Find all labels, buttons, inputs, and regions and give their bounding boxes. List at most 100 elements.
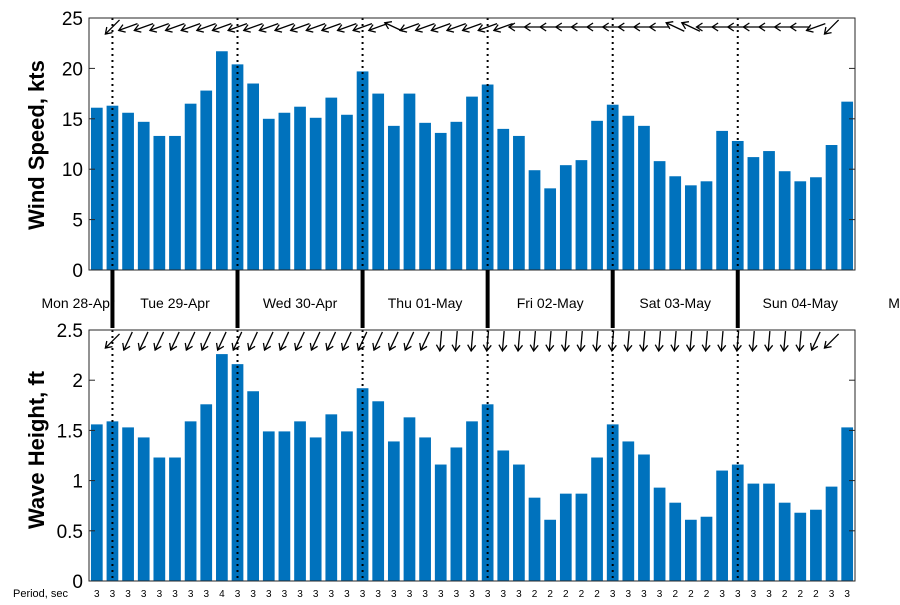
wind-arrow-wsw [305, 22, 326, 33]
wave-arrow-ssw [294, 331, 305, 352]
period-value: 3 [157, 589, 163, 600]
wave-height-bar [450, 447, 463, 581]
wave-arrow-s [685, 330, 696, 353]
wave-arrow-ssw [184, 331, 196, 352]
wind-arrow-wsw [398, 22, 420, 33]
wave-arrow-ssw [356, 331, 368, 352]
wind-speed-bar [450, 121, 463, 270]
wave-height-bar [419, 437, 431, 581]
wind-speed-ytick-label: 20 [62, 59, 83, 80]
wave-height-bar [778, 502, 791, 581]
wave-arrow-s [529, 330, 539, 353]
wind-arrow-wsw [805, 22, 826, 33]
wave-height-bar [262, 431, 275, 581]
wind-arrow-wsw [273, 22, 295, 33]
wave-height-bar [497, 450, 510, 581]
wave-arrow-s [732, 330, 742, 353]
wind-speed-bar [559, 165, 572, 270]
wind-speed-axis-label: Wind Speed, kts [24, 60, 49, 230]
day-label: Tue 29-Apr [140, 295, 210, 311]
wind-arrow-w [789, 22, 811, 32]
wave-arrow-ssw [325, 331, 337, 352]
period-value: 3 [125, 589, 131, 600]
wave-arrow-s [623, 330, 633, 353]
day-label: Thu 01-May [388, 295, 463, 311]
wind-speed-bar [169, 135, 181, 270]
wind-speed-plot: 0 5 10 15 20 25 [62, 9, 856, 282]
period-value: 3 [454, 589, 460, 600]
wave-height-bar [341, 431, 353, 581]
period-value: 3 [610, 589, 616, 600]
period-value: 3 [391, 589, 397, 600]
wind-speed-bar [325, 97, 338, 270]
period-value: 3 [360, 589, 366, 600]
wind-arrow-wsw [211, 22, 232, 33]
wind-arrow-wsw [258, 22, 279, 33]
wind-speed-bar [278, 112, 291, 270]
wave-height-bar [606, 424, 619, 581]
wave-arrow-s [545, 330, 555, 353]
wave-arrow-ssw [215, 331, 227, 352]
wind-speed-bar [137, 121, 150, 270]
wave-arrow-s [607, 330, 617, 353]
wind-arrow-nw [665, 21, 685, 32]
wind-speed-bar [528, 170, 541, 270]
period-value: 2 [547, 589, 553, 600]
wave-arrow-s [701, 330, 711, 353]
wave-arrow-sw [104, 333, 120, 349]
wind-speed-axes-box [88, 17, 856, 271]
period-value: 3 [172, 589, 178, 600]
wave-arrow-s [717, 330, 727, 353]
wind-arrow-wsw [180, 22, 201, 33]
wind-arrow-wsw [227, 22, 248, 33]
wave-arrow-s [482, 330, 492, 353]
wave-arrow-s [435, 330, 445, 353]
wind-speed-bar [841, 101, 854, 270]
wave-arrow-ssw [309, 331, 321, 352]
period-value: 2 [594, 589, 600, 600]
wave-height-ytick-label: 2 [72, 371, 83, 392]
period-value: 4 [219, 589, 225, 600]
wave-height-bar [591, 457, 603, 581]
wave-height-bar [513, 464, 525, 581]
wind-arrow-wsw [414, 22, 435, 33]
wind-arrow-wsw [117, 22, 138, 33]
period-value: 3 [94, 589, 100, 600]
day-labels-band: Mon 28-Apr Tue 29-Apr Wed 30-Apr Thu 01-May… [41, 270, 900, 328]
period-value: 2 [782, 589, 788, 600]
wave-arrow-ssw [372, 331, 384, 352]
wave-height-bar [309, 437, 322, 581]
wave-arrow-s [654, 330, 664, 353]
wind-speed-bar [575, 160, 588, 270]
wind-speed-bar [466, 96, 478, 271]
wave-height-bar [841, 427, 854, 581]
wave-arrow-s [451, 330, 461, 353]
period-value: 3 [297, 589, 303, 600]
wave-arrow-ssw [387, 331, 399, 352]
wave-height-bar [669, 502, 682, 581]
wave-arrow-s [639, 330, 649, 353]
wind-arrow-wsw [367, 22, 388, 33]
wind-speed-bar [153, 135, 166, 270]
period-value: 2 [813, 589, 819, 600]
period-value: 3 [469, 589, 475, 600]
wind-speed-bar [669, 176, 682, 270]
wave-height-bar [122, 427, 134, 581]
wave-height-bar [200, 404, 213, 581]
period-value: 3 [203, 589, 209, 600]
wave-arrow-s [779, 330, 789, 353]
wind-speed-bar [684, 185, 697, 270]
wind-speed-bar [638, 125, 650, 270]
wave-arrow-s [560, 330, 570, 353]
wind-speed-ytick-label: 0 [72, 261, 83, 282]
wind-speed-bar [309, 117, 322, 270]
wind-arrow-wsw [336, 22, 357, 33]
wave-arrow-ssw [403, 331, 415, 352]
wave-height-bar [169, 457, 181, 581]
period-value: 3 [407, 589, 413, 600]
wind-speed-bar [778, 171, 791, 270]
wave-height-bar [90, 424, 103, 581]
wind-arrow-wsw [195, 22, 216, 33]
wave-height-plot: 0 0.5 1 1.5 2 2.5 [57, 321, 856, 593]
